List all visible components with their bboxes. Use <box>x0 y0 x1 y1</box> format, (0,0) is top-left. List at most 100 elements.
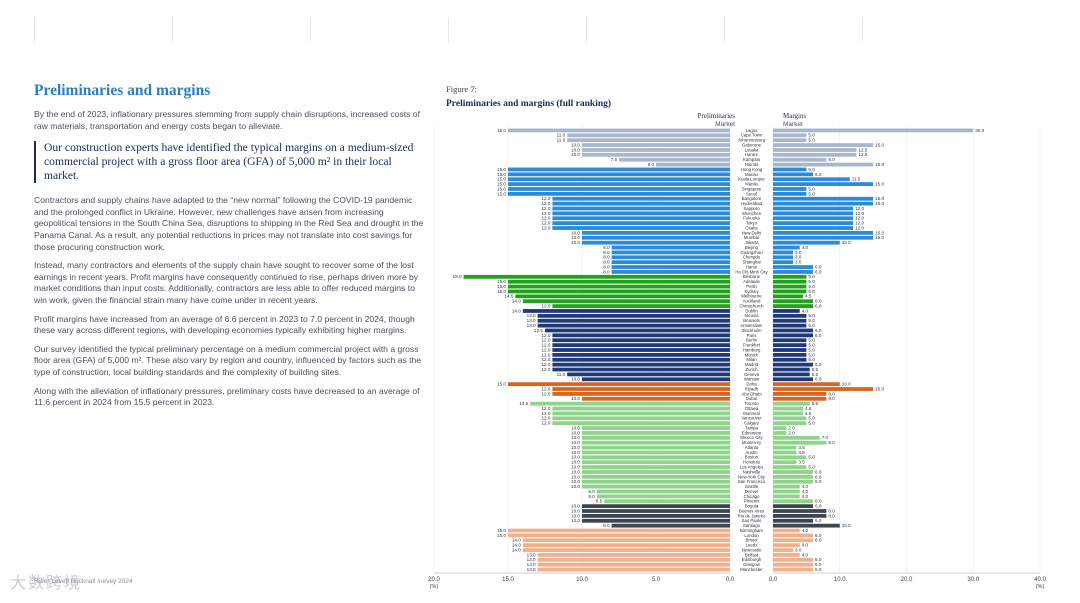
margin-bar <box>773 416 807 421</box>
prelim-bar <box>522 538 730 543</box>
margin-bar <box>773 426 787 430</box>
market-label: Chicago <box>744 494 760 499</box>
margin-value-label: 3.5 <box>798 445 805 450</box>
market-label: Auckland <box>743 299 761 304</box>
margin-value-label: 4.0 <box>802 528 809 533</box>
margin-bar <box>773 148 857 152</box>
prelim-bar <box>552 338 730 343</box>
margin-bar <box>773 538 814 543</box>
market-label: Hamburg <box>743 347 761 352</box>
margin-bar <box>773 260 794 265</box>
prelim-value-label: 8.0 <box>603 260 610 265</box>
prelim-bar <box>567 133 730 138</box>
nav-divider <box>310 17 311 43</box>
margin-bar <box>773 323 807 328</box>
intro-paragraph: By the end of 2023, inflationary pressur… <box>34 109 420 131</box>
market-label: Gaborone <box>742 142 762 147</box>
margin-bar <box>773 518 814 523</box>
prelim-value-label: 10.0 <box>571 513 580 518</box>
market-label: Johannesburg <box>738 138 766 143</box>
prelim-value-label: 12.0 <box>541 196 550 201</box>
margin-bar <box>773 309 800 313</box>
prelim-value-label: 15.0 <box>497 533 506 538</box>
margin-bar <box>773 499 814 504</box>
market-label: Stockholm <box>741 328 761 333</box>
prelim-tick-label: 10.0 <box>576 577 588 583</box>
prelim-value-label: 12.0 <box>541 303 550 308</box>
margin-bar <box>773 557 814 562</box>
margin-bar <box>773 382 840 387</box>
margin-value-label: 15.0 <box>875 196 884 201</box>
prelim-bar <box>611 523 730 528</box>
margin-tick-label: 30.0 <box>967 577 979 583</box>
prelim-value-label: 13.0 <box>527 552 536 557</box>
margin-value-label: 10.0 <box>842 523 851 528</box>
margin-bar <box>773 274 807 279</box>
prelim-bar <box>545 328 730 333</box>
margin-bar <box>773 401 810 406</box>
margin-bar <box>773 348 807 352</box>
margin-value-label: 6.0 <box>815 533 822 538</box>
prelim-bar <box>582 518 730 523</box>
footer-text: Rider Levett Bucknall survey 2024 <box>34 578 133 585</box>
margin-bar <box>773 367 810 372</box>
market-label: Toronto <box>744 401 759 406</box>
market-label: Belfast <box>745 552 759 557</box>
market-label: Newcastle <box>742 547 762 552</box>
prelim-bar <box>552 333 730 338</box>
callout: Our construction experts have identified… <box>34 141 429 184</box>
margin-bar <box>773 450 797 455</box>
margin-bar <box>773 265 814 269</box>
prelim-bar <box>552 211 730 216</box>
margin-bar <box>773 509 827 513</box>
prelim-tick-label: 5.0 <box>652 577 661 583</box>
margin-value-label: 5.0 <box>808 279 815 284</box>
nav-divider <box>34 17 35 43</box>
prelim-bar <box>522 543 730 548</box>
margin-bar <box>773 284 807 289</box>
prelim-value-label: 10.0 <box>571 504 580 509</box>
prelim-value-label: 15.0 <box>497 528 506 533</box>
market-label: Madrid <box>745 362 759 367</box>
market-label: Nairobi <box>745 162 759 167</box>
market-label: Munich <box>745 352 759 357</box>
prelim-value-label: 12.0 <box>541 338 550 343</box>
margin-bar <box>773 162 874 167</box>
prelim-value-label: 12.0 <box>541 225 550 230</box>
prelim-bar <box>582 513 730 518</box>
margin-value-label: 5.0 <box>808 186 815 191</box>
margin-value-label: 5.0 <box>808 347 815 352</box>
market-label: Denver <box>745 489 759 494</box>
market-label: Frankfurt <box>743 343 761 348</box>
prelim-bar <box>582 143 730 147</box>
margin-bar <box>773 172 814 177</box>
margin-value-label: 11.5 <box>852 177 861 182</box>
prelim-bar <box>552 304 730 308</box>
margin-value-label: 6.0 <box>815 504 822 509</box>
prelim-bar <box>508 167 730 172</box>
market-label: Leeds <box>746 543 758 548</box>
prelim-value-label: 15.0 <box>497 167 506 172</box>
market-label: Chengdu <box>743 255 761 260</box>
prelim-bar <box>596 489 730 494</box>
margin-bar <box>773 157 827 162</box>
margin-value-label: 5.0 <box>808 357 815 362</box>
prelim-value-label: 13.0 <box>527 567 536 572</box>
market-label: Hanoi <box>746 264 757 269</box>
prelim-bar <box>537 567 730 572</box>
prelim-value-label: 11.0 <box>557 372 566 377</box>
prelim-value-label: 12.0 <box>541 216 550 221</box>
margin-bar <box>773 177 850 182</box>
prelim-value-label: 15.0 <box>497 172 506 177</box>
margin-bar <box>773 543 800 548</box>
nav-divider <box>586 17 587 43</box>
prelim-value-label: 8.5 <box>596 499 603 504</box>
margin-bar <box>773 440 827 445</box>
margin-value-label: 5.0 <box>808 191 815 196</box>
body-paragraph: Our survey identified the typical prelim… <box>34 343 422 377</box>
prelim-value-label: 12.0 <box>541 416 550 421</box>
callout-text: Our construction experts have identified… <box>44 141 414 183</box>
market-label: Hong Kong <box>741 167 763 172</box>
prelim-bar <box>582 470 730 474</box>
prelim-value-label: 12.5 <box>534 328 543 333</box>
